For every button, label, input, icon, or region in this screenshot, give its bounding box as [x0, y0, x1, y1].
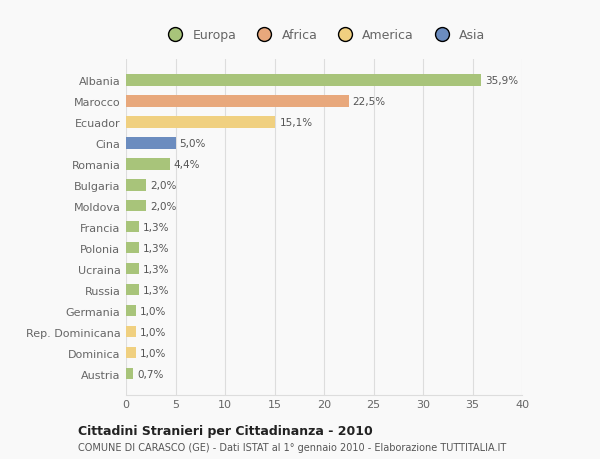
Text: 1,3%: 1,3% — [143, 222, 169, 232]
Text: 1,3%: 1,3% — [143, 243, 169, 253]
Bar — [126, 242, 139, 254]
Text: Cittadini Stranieri per Cittadinanza - 2010: Cittadini Stranieri per Cittadinanza - 2… — [78, 424, 373, 437]
Text: 22,5%: 22,5% — [353, 96, 386, 106]
Bar — [126, 347, 136, 358]
Text: 2,0%: 2,0% — [150, 202, 176, 211]
Text: 2,0%: 2,0% — [150, 180, 176, 190]
Text: 1,3%: 1,3% — [143, 285, 169, 295]
Legend: Europa, Africa, America, Asia: Europa, Africa, America, Asia — [163, 29, 485, 42]
Bar — [126, 138, 176, 149]
Bar — [126, 368, 133, 380]
Text: 15,1%: 15,1% — [280, 118, 313, 128]
Bar — [126, 326, 136, 338]
Text: 4,4%: 4,4% — [173, 159, 200, 169]
Text: 1,0%: 1,0% — [140, 306, 166, 316]
Bar — [126, 284, 139, 296]
Text: 5,0%: 5,0% — [179, 139, 206, 148]
Text: 0,7%: 0,7% — [137, 369, 163, 379]
Bar — [126, 305, 136, 317]
Bar — [126, 201, 146, 212]
Bar — [126, 263, 139, 275]
Text: 35,9%: 35,9% — [485, 76, 518, 86]
Text: COMUNE DI CARASCO (GE) - Dati ISTAT al 1° gennaio 2010 - Elaborazione TUTTITALIA: COMUNE DI CARASCO (GE) - Dati ISTAT al 1… — [78, 442, 506, 452]
Bar — [126, 159, 170, 170]
Text: 1,0%: 1,0% — [140, 348, 166, 358]
Text: 1,3%: 1,3% — [143, 264, 169, 274]
Bar — [126, 75, 481, 86]
Bar — [126, 117, 275, 128]
Bar — [126, 179, 146, 191]
Bar — [126, 221, 139, 233]
Bar — [126, 96, 349, 107]
Text: 1,0%: 1,0% — [140, 327, 166, 337]
